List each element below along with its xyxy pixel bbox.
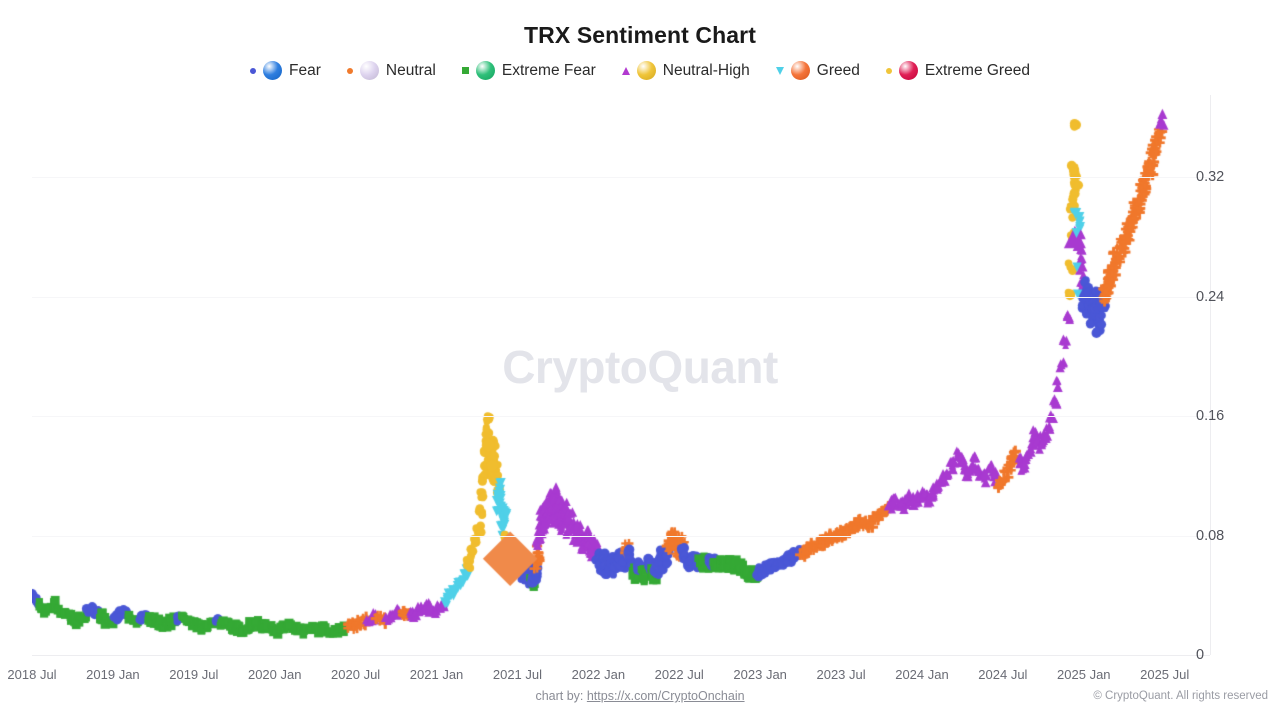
y-axis-tick-label: 0.16 — [1196, 408, 1225, 425]
plot-area — [32, 95, 1211, 656]
x-axis-tick-label: 2023 Jan — [733, 667, 787, 682]
x-axis-tick-label: 2022 Jul — [654, 667, 704, 682]
legend-item-neutral-high[interactable]: Neutral-High — [621, 61, 750, 80]
x-axis-tick-label: 2024 Jul — [978, 667, 1028, 682]
scatter-canvas — [32, 95, 1210, 655]
legend-sphere-icon — [898, 61, 918, 80]
square-marker-icon — [461, 67, 469, 74]
y-axis-tick-label: 0.08 — [1196, 527, 1225, 544]
x-axis-tick-label: 2025 Jul — [1140, 667, 1190, 682]
x-axis-tick-label: 2022 Jan — [571, 667, 626, 682]
y-axis-tick-label: 0.32 — [1196, 169, 1225, 186]
triangle-down-marker-icon — [775, 66, 784, 75]
chart-credit: chart by: https://x.com/CryptoOnchain — [0, 689, 1280, 703]
y-axis-tick-label: 0 — [1196, 647, 1205, 663]
legend-item-extreme-fear[interactable]: Extreme Fear — [461, 61, 596, 80]
legend-item-fear[interactable]: Fear — [250, 61, 321, 80]
legend-label: Extreme Greed — [924, 61, 1030, 79]
triangle-up-marker-icon — [621, 66, 630, 75]
dot-marker-icon — [346, 67, 353, 74]
chart-credit-prefix: chart by: — [535, 689, 587, 703]
legend-sphere-icon — [359, 61, 379, 80]
x-axis-tick-label: 2024 Jan — [895, 667, 949, 682]
x-axis-tick-label: 2019 Jan — [86, 667, 140, 682]
legend-label: Fear — [289, 61, 321, 79]
gridline — [32, 416, 1210, 418]
dot-marker-icon — [885, 67, 892, 74]
circle-marker-icon — [250, 67, 257, 74]
legend-sphere-icon — [790, 61, 810, 80]
legend-label: Greed — [816, 61, 860, 79]
legend-sphere-icon — [475, 61, 495, 80]
x-axis-line — [32, 655, 1210, 656]
x-axis-tick-label: 2019 Jul — [169, 667, 219, 682]
legend-item-greed[interactable]: Greed — [775, 61, 860, 80]
legend-item-extreme-greed[interactable]: Extreme Greed — [885, 61, 1030, 80]
x-axis-tick-label: 2021 Jul — [492, 667, 543, 682]
x-axis-tick-label: 2025 Jan — [1057, 667, 1111, 682]
gridline — [32, 296, 1210, 298]
legend-sphere-icon — [636, 61, 656, 80]
chart-credit-link[interactable]: https://x.com/CryptoOnchain — [586, 689, 745, 703]
x-axis-tick-label: 2021 Jan — [409, 667, 464, 682]
x-axis-tick-label: 2023 Jul — [816, 667, 866, 682]
legend-item-neutral[interactable]: Neutral — [346, 61, 436, 80]
copyright-notice: © CryptoQuant. All rights reserved — [1093, 690, 1268, 702]
page-title: TRX Sentiment Chart — [524, 22, 756, 48]
gridline — [32, 177, 1210, 179]
x-axis-tick-label: 2018 Jul — [7, 667, 57, 682]
legend-sphere-icon — [263, 61, 283, 80]
legend-label: Neutral-High — [662, 61, 750, 79]
x-axis-tick-label: 2020 Jul — [331, 667, 381, 682]
gridline — [32, 535, 1210, 537]
y-axis-line — [1210, 95, 1211, 655]
x-axis-tick-label: 2020 Jan — [247, 667, 302, 682]
y-axis-tick-label: 0.24 — [1196, 288, 1225, 305]
chart-legend: Fear Neutral Extreme Fear Neutral-High Greed… — [0, 61, 1280, 80]
legend-label: Neutral — [385, 61, 436, 79]
legend-label: Extreme Fear — [501, 61, 596, 79]
